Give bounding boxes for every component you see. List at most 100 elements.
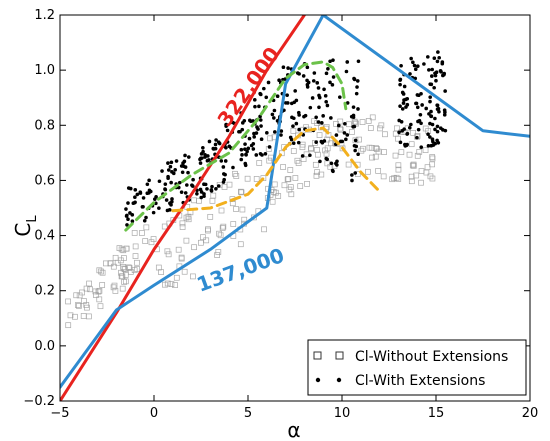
- marker-dot-point: [435, 59, 440, 64]
- marker-square-point: [238, 189, 245, 196]
- marker-square-point: [295, 160, 302, 166]
- marker-dot-point: [398, 104, 402, 108]
- marker-dot-point: [210, 184, 214, 189]
- marker-dot-point: [294, 98, 299, 103]
- marker-square-point: [372, 153, 379, 160]
- marker-dot-point: [148, 189, 153, 194]
- marker-dot-point: [432, 85, 436, 90]
- marker-square-point: [308, 145, 315, 151]
- marker-dot-point: [169, 160, 174, 165]
- marker-square-point: [429, 155, 436, 162]
- marker-dot-point: [166, 176, 170, 181]
- legend-box: [307, 339, 527, 396]
- marker-dot-point: [130, 219, 135, 223]
- marker-dot-point: [206, 154, 210, 158]
- marker-square-point: [285, 176, 292, 182]
- marker-square-point: [281, 182, 288, 189]
- marker-dot-point: [231, 165, 235, 170]
- marker-square-point: [230, 221, 237, 227]
- marker-square-point: [217, 232, 224, 239]
- marker-dot-point: [422, 62, 426, 66]
- marker-dot-point: [351, 113, 356, 118]
- marker-square-point: [391, 175, 397, 182]
- marker-square-point: [117, 257, 124, 264]
- marker-dot-point: [207, 139, 212, 144]
- marker-square-point: [380, 173, 387, 180]
- marker-dot-point: [342, 131, 347, 135]
- marker-square-point: [123, 245, 130, 252]
- marker-dot-point: [221, 165, 226, 169]
- marker-dot-point: [401, 101, 406, 105]
- marker-square-point: [266, 157, 273, 164]
- marker-square-point: [299, 144, 306, 151]
- marker-dot-point: [190, 184, 195, 188]
- marker-dot-point: [330, 83, 335, 87]
- marker-square-point: [427, 173, 434, 180]
- marker-dot-point: [243, 147, 247, 151]
- marker-dot-point: [293, 89, 297, 93]
- marker-dot-point: [429, 109, 433, 114]
- marker-dot-point: [253, 104, 257, 109]
- marker-dot-point: [438, 126, 443, 130]
- marker-square-point: [394, 125, 400, 132]
- marker-dot-point: [329, 116, 333, 120]
- marker-dot-point: [216, 184, 221, 188]
- marker-square-point: [286, 186, 293, 193]
- marker-dot-point: [437, 109, 441, 114]
- marker-dot-point: [407, 126, 412, 130]
- marker-dot-point: [398, 140, 403, 145]
- marker-square-point: [406, 151, 413, 158]
- marker-dot-point: [397, 118, 401, 123]
- marker-dot-point: [133, 195, 137, 199]
- marker-dot-point: [356, 59, 361, 64]
- marker-square-point: [191, 197, 197, 204]
- marker-dot-point: [259, 124, 263, 128]
- marker-dot-point: [405, 132, 409, 136]
- marker-dot-point: [419, 145, 424, 149]
- marker-dot-point: [203, 152, 207, 157]
- marker-square-point: [120, 264, 127, 270]
- marker-dot-point: [352, 143, 357, 148]
- y-tick-label: 0.8: [34, 118, 55, 133]
- marker-square-point: [308, 146, 314, 153]
- marker-dot-point: [199, 190, 204, 194]
- marker-square-point: [86, 280, 92, 287]
- marker-dot-point: [321, 114, 325, 118]
- marker-dot-point: [318, 159, 322, 164]
- marker-square-point: [80, 313, 87, 319]
- marker-dot-point: [415, 135, 419, 140]
- marker-dot-point: [147, 178, 151, 183]
- marker-square-point: [198, 239, 204, 246]
- marker-square-point: [118, 246, 125, 253]
- marker-dot-point: [420, 103, 424, 107]
- marker-square-point: [313, 172, 320, 179]
- marker-dot-point: [173, 167, 177, 172]
- marker-square-point: [191, 244, 197, 251]
- marker-dot-point: [198, 161, 203, 165]
- marker-square-point: [179, 224, 186, 230]
- y-tick-label: 1.2: [34, 8, 55, 23]
- marker-dot-point: [428, 99, 432, 104]
- legend-label-with-extensions: Cl-With Extensions: [355, 373, 485, 389]
- marker-dot-point: [426, 144, 431, 148]
- marker-dot-point: [326, 67, 330, 71]
- marker-square-point: [148, 239, 155, 246]
- marker-dot-point: [433, 73, 438, 78]
- marker-dot-point: [437, 55, 441, 60]
- marker-square-point: [123, 245, 130, 252]
- marker-square-point: [122, 278, 129, 285]
- marker-square-point: [311, 118, 318, 124]
- marker-dot-point: [166, 168, 171, 172]
- marker-square-point: [367, 125, 374, 131]
- marker-dot-point: [351, 105, 356, 109]
- marker-dot-point: [244, 153, 248, 157]
- marker-square-point: [179, 220, 186, 227]
- marker-dot-point: [201, 145, 205, 150]
- marker-square-point: [134, 259, 140, 266]
- marker-square-point: [256, 160, 263, 166]
- marker-dot-point: [435, 103, 439, 107]
- marker-square-point: [288, 191, 295, 198]
- marker-dot-point: [251, 147, 256, 151]
- marker-dot-point: [356, 152, 360, 157]
- marker-dot-point: [154, 195, 158, 199]
